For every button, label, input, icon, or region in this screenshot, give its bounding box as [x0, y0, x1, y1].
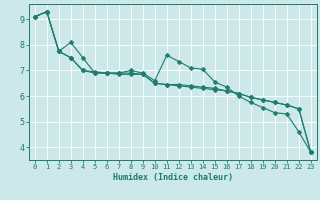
X-axis label: Humidex (Indice chaleur): Humidex (Indice chaleur) [113, 173, 233, 182]
